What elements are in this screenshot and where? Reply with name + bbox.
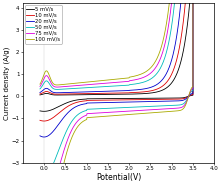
- 75 mV/s: [184, 103, 186, 105]
- 50 mV/s: [171, 17, 174, 19]
- 20 mV/s: [43, 136, 45, 138]
- 10 mV/s: [184, 97, 186, 99]
- 10 mV/s: [43, 120, 45, 122]
- 5 mV/s: [90, 94, 93, 96]
- 100 mV/s: [142, 72, 145, 74]
- 75 mV/s: [142, 76, 145, 79]
- 5 mV/s: [79, 94, 82, 96]
- 50 mV/s: [79, 87, 82, 89]
- 10 mV/s: [39, 93, 41, 95]
- 100 mV/s: [39, 83, 41, 85]
- 10 mV/s: [79, 93, 82, 95]
- 20 mV/s: [142, 88, 145, 90]
- 50 mV/s: [39, 88, 41, 90]
- 50 mV/s: [142, 81, 145, 83]
- Y-axis label: Current density (A/g): Current density (A/g): [4, 46, 10, 120]
- 20 mV/s: [184, 98, 186, 101]
- 10 mV/s: [171, 71, 174, 73]
- 5 mV/s: [142, 92, 145, 95]
- 50 mV/s: [177, 104, 180, 106]
- 100 mV/s: [177, 110, 180, 112]
- 20 mV/s: [39, 91, 41, 94]
- 100 mV/s: [184, 105, 186, 107]
- 10 mV/s: [39, 119, 41, 121]
- 50 mV/s: [39, 171, 41, 174]
- Line: 75 mV/s: 75 mV/s: [40, 0, 193, 185]
- Line: 20 mV/s: 20 mV/s: [40, 0, 193, 137]
- 20 mV/s: [177, 100, 180, 102]
- 75 mV/s: [90, 83, 93, 85]
- 50 mV/s: [184, 101, 186, 103]
- Line: 10 mV/s: 10 mV/s: [40, 0, 193, 121]
- 20 mV/s: [39, 135, 41, 137]
- 75 mV/s: [39, 85, 41, 88]
- Line: 5 mV/s: 5 mV/s: [40, 0, 193, 111]
- Line: 50 mV/s: 50 mV/s: [40, 0, 193, 175]
- 20 mV/s: [79, 91, 82, 93]
- 100 mV/s: [90, 80, 93, 83]
- 5 mV/s: [43, 110, 45, 112]
- 10 mV/s: [177, 98, 180, 100]
- 10 mV/s: [142, 91, 145, 93]
- 75 mV/s: [79, 84, 82, 86]
- 5 mV/s: [184, 96, 186, 99]
- 50 mV/s: [43, 174, 45, 176]
- 50 mV/s: [90, 86, 93, 88]
- Legend: 5 mV/s, 10 mV/s, 20 mV/s, 50 mV/s, 75 mV/s, 100 mV/s: 5 mV/s, 10 mV/s, 20 mV/s, 50 mV/s, 75 mV…: [25, 5, 62, 43]
- Line: 100 mV/s: 100 mV/s: [40, 0, 193, 185]
- 5 mV/s: [171, 80, 174, 83]
- 100 mV/s: [79, 82, 82, 84]
- 20 mV/s: [171, 55, 174, 57]
- 5 mV/s: [39, 94, 41, 96]
- X-axis label: Potential(V): Potential(V): [96, 173, 141, 181]
- 10 mV/s: [90, 92, 93, 95]
- 5 mV/s: [39, 110, 41, 112]
- 5 mV/s: [177, 97, 180, 99]
- 75 mV/s: [177, 107, 180, 109]
- 20 mV/s: [90, 91, 93, 93]
